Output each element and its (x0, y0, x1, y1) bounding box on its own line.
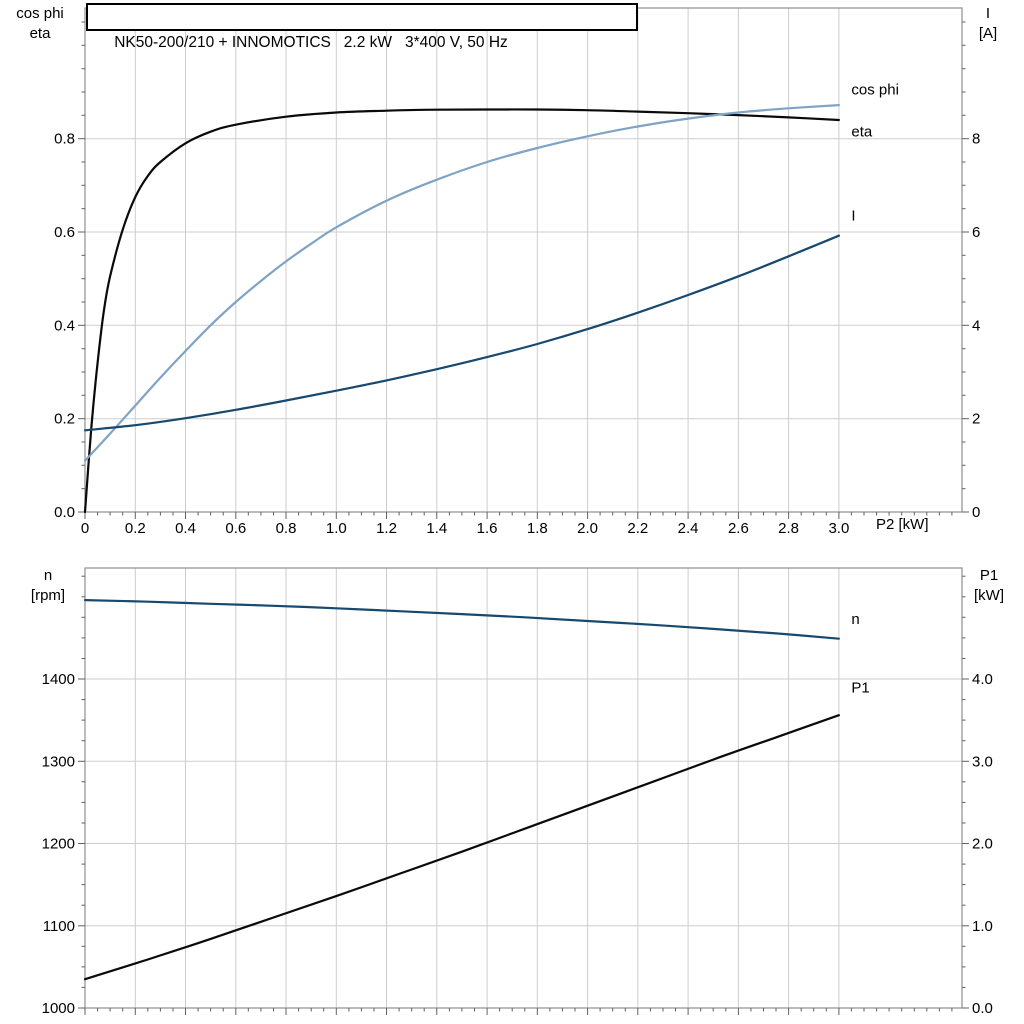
chart-title: NK50-200/210 + INNOMOTICS 2.2 kW 3*400 V… (114, 34, 508, 51)
top-chart-left-axis-title: cos phi eta (2, 4, 78, 44)
x-tick-label: 0 (81, 520, 89, 537)
left-tick-label: 0.0 (54, 504, 75, 521)
x-tick-label: 2.6 (728, 520, 749, 537)
input-power-curve-label: P1 (851, 679, 869, 696)
x-tick-label: 2.0 (577, 520, 598, 537)
left-tick-label: 1000 (42, 1000, 75, 1017)
x-tick-label: 2.2 (627, 520, 648, 537)
axis-label-speed: n (43, 567, 53, 584)
chart-title-box: NK50-200/210 + INNOMOTICS 2.2 kW 3*400 V… (86, 3, 638, 51)
x-tick-label: 1.0 (326, 520, 347, 537)
x-tick-label: 2.4 (678, 520, 699, 537)
eta-curve (83, 108, 840, 514)
x-tick-label: 0.6 (225, 520, 246, 537)
left-tick-label: 1300 (42, 753, 75, 770)
cos-phi-curve-label: cos phi (851, 82, 899, 99)
right-tick-label: 6 (972, 224, 980, 241)
right-tick-label: 0 (972, 504, 980, 521)
eta-curve-label: eta (851, 124, 873, 141)
axis-label-cos-phi: cos phi (16, 5, 64, 22)
axis-label-p1-unit: [kW] (974, 587, 1004, 604)
x-tick-label: 1.4 (426, 520, 447, 537)
axis-label-current: I (985, 5, 991, 22)
x-tick-label: 1.8 (527, 520, 548, 537)
right-tick-label: 4 (972, 317, 980, 334)
current-curve (83, 234, 840, 432)
left-tick-label: 1200 (42, 836, 75, 853)
cos-phi-curve (83, 104, 840, 462)
x-tick-label: 1.2 (376, 520, 397, 537)
speed-curve-label: n (851, 611, 859, 628)
axis-label-current-unit: [A] (978, 25, 998, 42)
x-tick-label: 0.4 (175, 520, 196, 537)
x-tick-label: 3.0 (828, 520, 849, 537)
x-tick-label: 1.6 (477, 520, 498, 537)
left-tick-label: 0.8 (54, 131, 75, 148)
plot-frame (84, 7, 963, 513)
right-tick-label: 2 (972, 411, 980, 428)
left-tick-label: 1100 (43, 918, 75, 935)
left-tick-label: 0.2 (54, 411, 75, 428)
x-tick-label: 0.2 (125, 520, 146, 537)
x-tick-label: 0.8 (276, 520, 297, 537)
left-tick-label: 0.4 (54, 317, 75, 334)
axis-label-eta: eta (29, 25, 51, 42)
left-tick-label: 1400 (42, 671, 75, 688)
x-tick-label: 2.8 (778, 520, 799, 537)
right-tick-label: 2.0 (972, 836, 993, 853)
axis-label-p1: P1 (979, 567, 999, 584)
right-tick-label: 0.0 (972, 1000, 993, 1017)
right-tick-label: 1.0 (972, 918, 993, 935)
bottom-chart-left-axis-title: n [rpm] (14, 566, 82, 606)
plot-frame (84, 567, 963, 1009)
right-tick-label: 3.0 (972, 753, 993, 770)
right-tick-label: 4.0 (972, 671, 993, 688)
top-chart-right-axis-title: I [A] (962, 4, 1014, 44)
speed-curve (83, 599, 840, 640)
axis-label-speed-unit: [rpm] (30, 587, 66, 604)
left-tick-label: 0.6 (54, 224, 75, 241)
bottom-chart-right-axis-title: P1 [kW] (960, 566, 1018, 606)
current-curve-label: I (851, 208, 855, 225)
x-axis-label-p2: P2 [kW] (876, 516, 929, 533)
right-tick-label: 8 (972, 131, 980, 148)
input-power-curve (83, 714, 840, 981)
